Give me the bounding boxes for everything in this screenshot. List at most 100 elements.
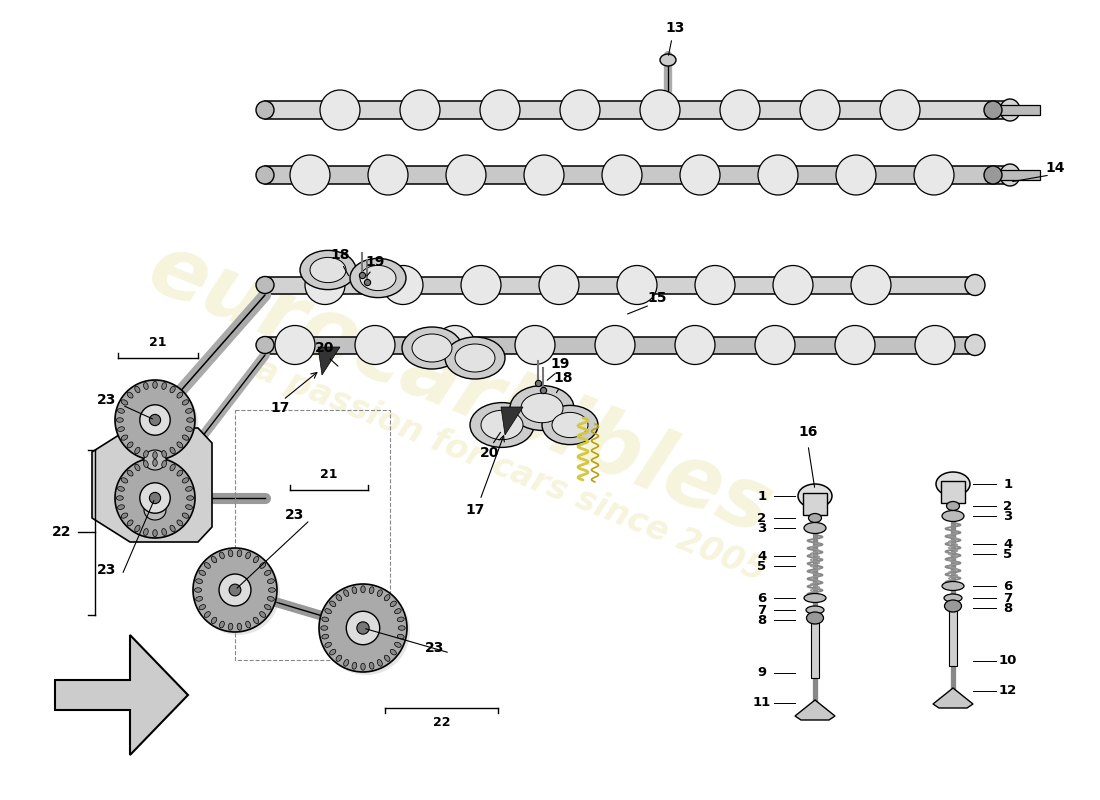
Ellipse shape [1000, 164, 1020, 186]
Ellipse shape [186, 426, 192, 431]
Circle shape [196, 551, 280, 635]
Ellipse shape [143, 461, 148, 467]
Ellipse shape [211, 618, 217, 623]
Ellipse shape [128, 470, 133, 476]
Circle shape [150, 414, 161, 426]
Ellipse shape [804, 594, 826, 602]
Ellipse shape [211, 557, 217, 562]
Circle shape [229, 584, 241, 596]
Ellipse shape [944, 594, 962, 602]
Text: 23: 23 [426, 641, 444, 655]
Ellipse shape [245, 552, 251, 559]
Ellipse shape [942, 510, 964, 522]
Ellipse shape [640, 90, 680, 130]
Ellipse shape [118, 505, 124, 510]
Ellipse shape [984, 101, 1002, 119]
Ellipse shape [320, 90, 360, 130]
Text: 3: 3 [1003, 510, 1013, 522]
Ellipse shape [352, 662, 356, 669]
Ellipse shape [434, 326, 475, 365]
Ellipse shape [195, 588, 201, 592]
Ellipse shape [117, 418, 123, 422]
Ellipse shape [135, 386, 140, 393]
Ellipse shape [267, 597, 274, 601]
Ellipse shape [121, 400, 128, 405]
Ellipse shape [128, 442, 133, 448]
Ellipse shape [268, 588, 275, 592]
Ellipse shape [256, 101, 274, 119]
Ellipse shape [199, 570, 206, 575]
Ellipse shape [121, 478, 128, 483]
Ellipse shape [660, 54, 676, 66]
Ellipse shape [186, 486, 192, 491]
Ellipse shape [377, 659, 383, 666]
Text: 12: 12 [999, 685, 1018, 698]
Ellipse shape [595, 326, 635, 365]
Circle shape [116, 380, 195, 460]
Ellipse shape [260, 562, 266, 568]
Ellipse shape [267, 579, 274, 583]
Ellipse shape [186, 505, 192, 510]
Ellipse shape [370, 587, 374, 594]
Ellipse shape [510, 386, 574, 430]
Text: 2: 2 [1003, 499, 1013, 513]
Text: 17: 17 [271, 401, 289, 415]
Polygon shape [500, 407, 522, 435]
Ellipse shape [398, 626, 405, 630]
Ellipse shape [720, 90, 760, 130]
Ellipse shape [144, 450, 166, 470]
Ellipse shape [128, 520, 133, 526]
Ellipse shape [481, 410, 522, 440]
Ellipse shape [755, 326, 795, 365]
Ellipse shape [253, 557, 258, 562]
Ellipse shape [1000, 99, 1020, 121]
Ellipse shape [205, 562, 210, 568]
Ellipse shape [798, 484, 832, 508]
Ellipse shape [352, 587, 356, 594]
Ellipse shape [229, 550, 233, 557]
Ellipse shape [324, 609, 331, 614]
Ellipse shape [153, 530, 157, 537]
Ellipse shape [337, 594, 342, 601]
Ellipse shape [187, 496, 194, 500]
Ellipse shape [170, 386, 175, 393]
Ellipse shape [552, 413, 589, 438]
Ellipse shape [264, 605, 271, 610]
Ellipse shape [170, 464, 175, 470]
Circle shape [140, 482, 170, 514]
Ellipse shape [806, 606, 824, 614]
Ellipse shape [343, 659, 349, 666]
Ellipse shape [143, 529, 148, 535]
Ellipse shape [455, 344, 495, 372]
Polygon shape [795, 700, 835, 720]
Text: 7: 7 [1003, 591, 1013, 605]
Ellipse shape [936, 472, 970, 496]
Text: 22: 22 [432, 717, 450, 730]
Circle shape [118, 383, 198, 463]
Ellipse shape [256, 166, 274, 184]
Text: 21: 21 [150, 337, 167, 350]
Ellipse shape [238, 623, 242, 630]
Ellipse shape [835, 326, 874, 365]
Ellipse shape [851, 266, 891, 305]
Text: 2: 2 [758, 511, 767, 525]
Text: 4: 4 [1003, 538, 1013, 550]
Bar [265, 166, 1010, 184]
Ellipse shape [560, 90, 600, 130]
Ellipse shape [470, 402, 534, 447]
Ellipse shape [758, 155, 798, 195]
Text: 6: 6 [1003, 579, 1013, 593]
Ellipse shape [800, 90, 840, 130]
Ellipse shape [187, 418, 194, 422]
Ellipse shape [836, 155, 876, 195]
Ellipse shape [183, 513, 189, 518]
Ellipse shape [390, 650, 396, 655]
Ellipse shape [121, 513, 128, 518]
Ellipse shape [965, 334, 985, 355]
Ellipse shape [617, 266, 657, 305]
Text: 18: 18 [553, 371, 573, 385]
Ellipse shape [402, 327, 462, 369]
Text: eurocarbibles: eurocarbibles [136, 227, 784, 553]
Ellipse shape [153, 382, 157, 388]
Ellipse shape [170, 447, 175, 454]
